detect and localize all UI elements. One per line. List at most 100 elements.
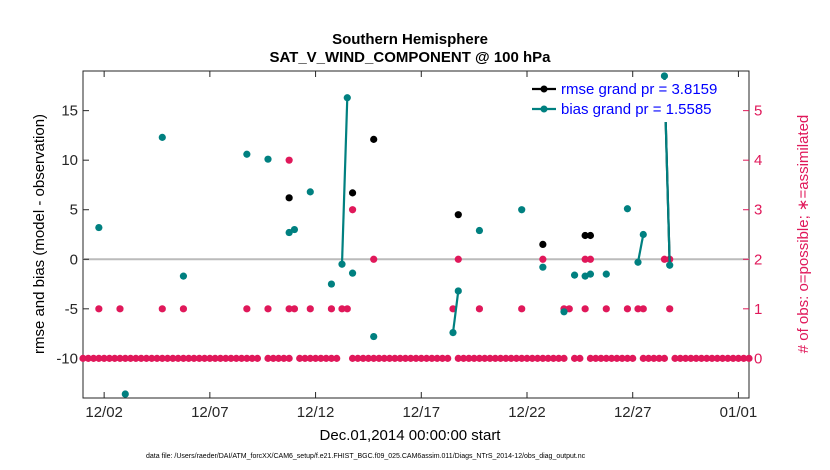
bias-point — [343, 94, 351, 102]
obs-count-marker — [454, 354, 462, 362]
obs-count-marker — [95, 305, 103, 313]
bias-point — [243, 150, 251, 158]
obs-count-marker — [269, 354, 277, 362]
obs-count-marker — [195, 354, 203, 362]
obs-count-marker — [253, 354, 262, 362]
obs-count-marker — [280, 354, 288, 362]
obs-count-marker — [274, 354, 283, 362]
chart-title: Southern Hemisphere — [332, 31, 488, 48]
obs-count-marker — [481, 354, 489, 362]
bias-point — [634, 258, 642, 266]
legend: rmse grand pr = 3.8159 bias grand pr = 1… — [528, 80, 741, 122]
bias-point — [449, 329, 457, 337]
obs-count-marker — [692, 354, 700, 362]
footnote: data file: /Users/raeder/DAI/ATM_forcXX/… — [146, 453, 586, 460]
y2-tick-label: 3 — [754, 202, 762, 219]
obs-count-marker — [327, 305, 336, 313]
obs-count-marker — [655, 354, 663, 362]
rmse-point — [454, 211, 462, 219]
bias-point — [290, 225, 299, 234]
obs-count-marker — [740, 354, 748, 362]
obs-count-marker — [105, 354, 114, 362]
obs-count-marker — [570, 354, 579, 362]
obs-count-marker — [734, 354, 743, 362]
x-tick-label: 12/12 — [297, 404, 335, 421]
x-tick-label: 12/17 — [403, 404, 441, 421]
obs-count-marker — [285, 156, 293, 164]
bias-point — [560, 308, 568, 316]
bias-line-segment — [451, 290, 460, 333]
obs-count-marker — [555, 354, 563, 362]
bias-point — [539, 263, 547, 271]
obs-count-marker — [348, 206, 357, 214]
bias-point — [158, 133, 166, 141]
obs-count-marker — [158, 354, 166, 362]
obs-count-marker — [486, 354, 494, 362]
bias-point — [475, 226, 484, 235]
obs-count-marker — [512, 354, 521, 362]
bias-point — [179, 272, 188, 280]
obs-count-marker — [111, 354, 119, 362]
obs-count-marker — [301, 354, 309, 362]
obs-count-marker — [380, 354, 388, 362]
y-tick-label: -10 — [56, 350, 78, 367]
obs-count-marker — [370, 255, 378, 263]
bias-point — [95, 223, 103, 232]
obs-count-marker — [623, 354, 632, 362]
obs-count-marker — [475, 305, 484, 313]
obs-count-marker — [137, 354, 145, 362]
y2-tick-label: 4 — [754, 152, 762, 169]
bias-point — [370, 332, 378, 341]
obs-count-marker — [422, 354, 431, 362]
y-tick-label: 5 — [70, 202, 78, 219]
obs-count-marker — [121, 354, 129, 362]
legend-bias-marker — [540, 105, 548, 113]
obs-count-marker — [190, 354, 198, 362]
obs-count-marker — [724, 354, 732, 362]
obs-count-marker — [317, 354, 325, 362]
obs-count-marker — [148, 354, 156, 362]
obs-count-marker — [539, 255, 547, 263]
obs-count-marker — [338, 305, 346, 313]
obs-count-marker — [211, 354, 219, 362]
obs-count-marker — [613, 354, 621, 362]
obs-count-marker — [311, 354, 320, 362]
obs-count-marker — [243, 354, 251, 362]
obs-count-marker — [602, 354, 610, 362]
obs-count-marker — [391, 354, 399, 362]
bias-point — [306, 188, 314, 196]
obs-count-marker — [491, 354, 499, 362]
obs-count-marker — [216, 354, 225, 362]
obs-count-marker — [222, 354, 230, 362]
x-tick-label: 12/02 — [85, 404, 123, 421]
obs-count-marker — [158, 305, 166, 313]
obs-count-marker — [639, 305, 647, 313]
obs-count-marker — [433, 354, 441, 362]
bias-point — [348, 269, 357, 277]
obs-count-marker — [84, 354, 92, 362]
obs-count-marker — [549, 354, 558, 362]
obs-count-marker — [306, 354, 314, 362]
x-axis-label: Dec.01,2014 00:00:00 start — [320, 427, 502, 444]
plot-frame — [82, 70, 750, 399]
obs-count-marker — [703, 354, 711, 362]
bias-point — [623, 205, 632, 213]
bias-point — [285, 228, 293, 237]
obs-count-marker — [116, 354, 124, 362]
obs-count-marker — [206, 354, 214, 362]
rmse-point — [285, 194, 293, 202]
obs-count-marker — [354, 354, 362, 362]
obs-count-marker — [729, 354, 737, 362]
obs-count-marker — [306, 305, 314, 313]
obs-count-marker — [444, 354, 452, 362]
obs-count-marker — [687, 354, 695, 362]
obs-count-marker — [470, 354, 478, 362]
obs-count-marker — [396, 354, 404, 362]
obs-count-marker — [116, 305, 124, 313]
obs-count-marker — [459, 354, 468, 362]
obs-count-marker — [364, 354, 373, 362]
y-tick-label: 0 — [70, 251, 78, 268]
obs-count-marker — [586, 255, 595, 263]
bias-point — [264, 155, 272, 163]
